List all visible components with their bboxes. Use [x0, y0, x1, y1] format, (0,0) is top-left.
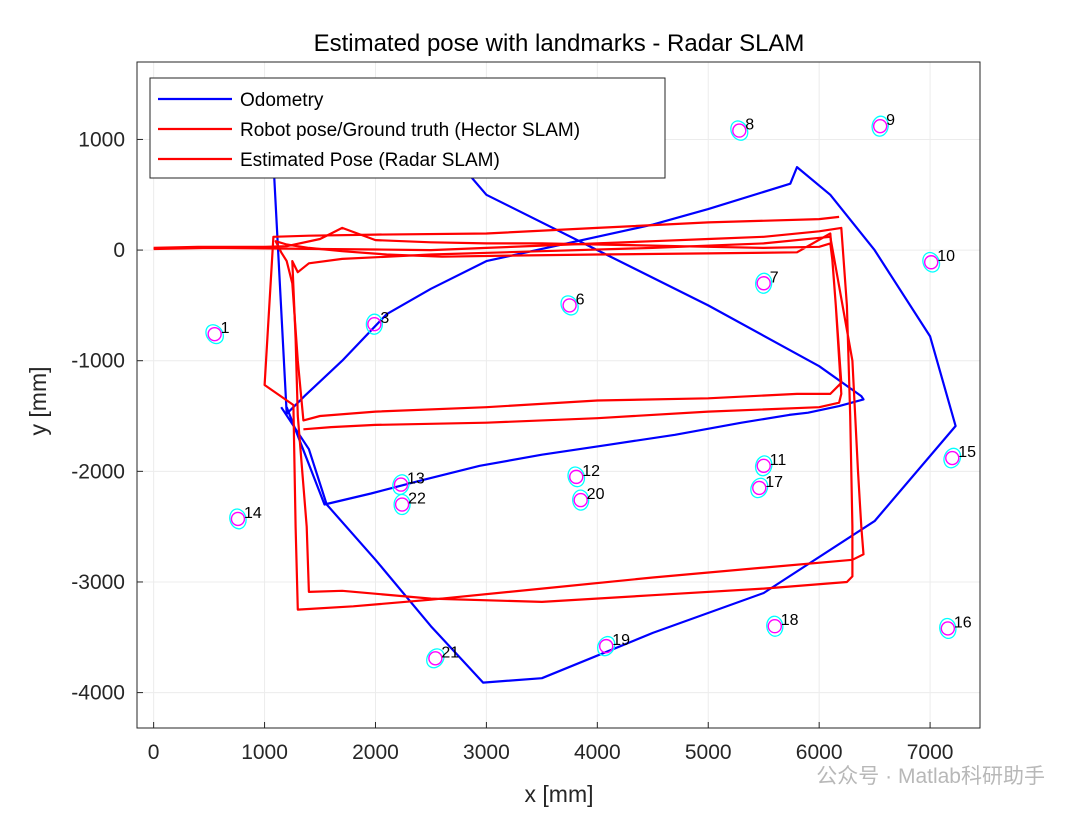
landmark-label: 12 [582, 463, 600, 480]
x-tick-label: 0 [148, 741, 160, 764]
watermark-text: 公众号 · Matlab科研助手 [816, 765, 1045, 788]
x-tick-label: 4000 [574, 741, 621, 764]
landmark-uncertainty-ellipse [943, 447, 962, 469]
landmark-uncertainty-ellipse [871, 115, 889, 137]
landmark-uncertainty-ellipse [392, 474, 410, 496]
x-tick-label: 6000 [796, 741, 843, 764]
y-tick-label: 1000 [78, 128, 125, 151]
landmark-uncertainty-ellipse [766, 615, 784, 637]
landmark-uncertainty-ellipse [754, 455, 773, 477]
landmark-label: 6 [576, 291, 585, 308]
landmark-uncertainty-ellipse [939, 617, 957, 640]
landmark-marker [752, 480, 767, 496]
landmark-label: 10 [937, 248, 955, 265]
landmark-uncertainty-ellipse [755, 272, 773, 294]
landmark-label: 15 [958, 444, 976, 461]
landmark-label: 3 [380, 310, 389, 327]
x-tick-label: 1000 [241, 741, 288, 764]
landmark-uncertainty-ellipse [365, 313, 384, 335]
landmark-uncertainty-ellipse [572, 489, 590, 511]
landmark-label: 18 [781, 612, 799, 629]
legend-entry: Odometry [240, 90, 324, 111]
landmark-marker [562, 298, 577, 313]
landmark-label: 22 [408, 491, 426, 508]
series-layer [153, 118, 957, 684]
landmark-marker [428, 651, 443, 666]
tick-labels: 0 1000 2000 3000 4000 5000 6000 7000 1000 0 -1000 -… [71, 128, 953, 764]
landmark-label: 11 [770, 452, 787, 469]
landmark-label: 21 [441, 644, 459, 661]
landmark-label: 7 [770, 269, 779, 286]
landmark-label: 1 [221, 320, 230, 337]
landmark-marker [573, 492, 588, 508]
legend-entry: Estimated Pose (Radar SLAM) [240, 150, 500, 171]
x-tick-label: 7000 [907, 741, 954, 764]
chart-title: Estimated pose with landmarks - Radar SL… [314, 30, 805, 57]
landmark-marker [923, 255, 939, 270]
landmark-uncertainty-ellipse [567, 466, 586, 488]
series-line-2 [153, 215, 865, 611]
landmark-marker [393, 477, 409, 492]
landmark-marker [756, 276, 771, 291]
landmark-uncertainty-ellipse [597, 635, 616, 657]
landmark-label: 17 [765, 474, 783, 491]
landmark-marker [367, 316, 382, 332]
legend-box [149, 77, 666, 179]
legend-entry: Robot pose/Ground truth (Hector SLAM) [240, 120, 580, 141]
landmark-uncertainty-ellipse [229, 508, 247, 530]
landmark-marker [756, 458, 771, 474]
y-axis-label: y [mm] [25, 367, 51, 436]
landmark-label: 19 [612, 632, 630, 649]
landmark-marker [207, 326, 222, 342]
landmark-uncertainty-ellipse [426, 648, 445, 669]
landmark-marker [598, 638, 614, 654]
landmark-marker [230, 511, 246, 527]
landmark-marker [732, 123, 747, 138]
landmark-label: 16 [954, 614, 972, 631]
x-tick-label: 5000 [685, 741, 732, 764]
landmark-marker [569, 469, 584, 485]
x-tick-label: 2000 [352, 741, 399, 764]
landmark-label: 14 [244, 505, 262, 522]
y-tick-label: 0 [113, 239, 125, 262]
x-tick-label: 3000 [463, 741, 510, 764]
landmark-marker [767, 619, 782, 634]
landmark-uncertainty-ellipse [730, 120, 749, 141]
landmark-marker [394, 497, 410, 512]
landmark-label: 13 [407, 471, 425, 488]
landmark-label: 20 [587, 486, 605, 503]
series-line-3 [153, 226, 843, 431]
landmark-uncertainty-ellipse [560, 295, 579, 316]
landmark-uncertainty-ellipse [205, 324, 225, 345]
landmark-uncertainty-ellipse [922, 251, 941, 273]
y-tick-label: -2000 [71, 460, 125, 483]
landmark-marker [872, 118, 888, 134]
y-tick-label: -1000 [71, 350, 125, 373]
landmark-uncertainty-ellipse [393, 493, 411, 516]
landmark-marker [940, 621, 956, 636]
y-tick-label: -3000 [71, 571, 125, 594]
landmark-uncertainty-ellipse [750, 477, 769, 499]
x-axis-label: x [mm] [525, 781, 594, 807]
legend: Odometry Robot pose/Ground truth (Hector … [149, 77, 666, 179]
landmark-marker [945, 450, 960, 466]
landmark-label: 8 [745, 117, 754, 134]
landmark-label: 9 [886, 112, 895, 129]
axes-box [136, 61, 981, 729]
y-tick-label: -4000 [71, 682, 125, 705]
